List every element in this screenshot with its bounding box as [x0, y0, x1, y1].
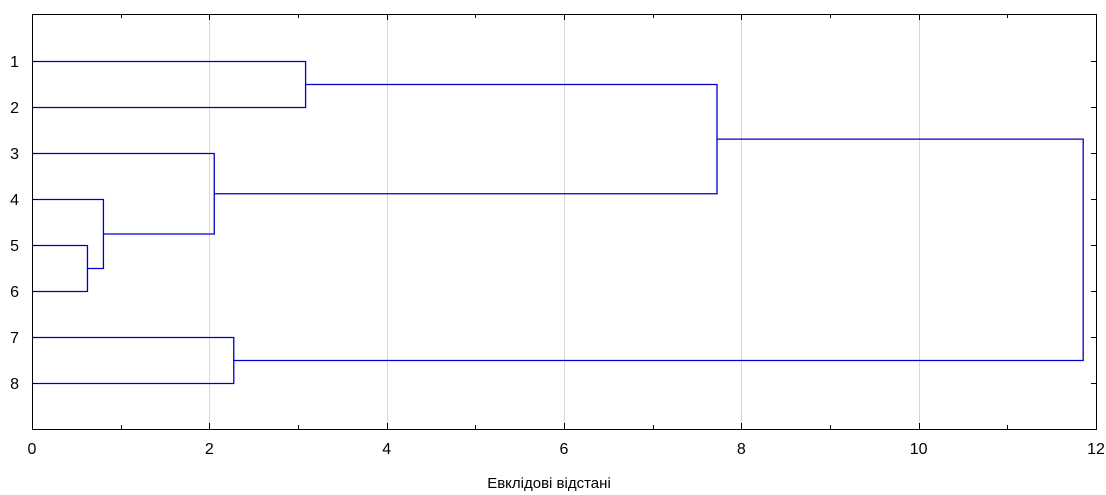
- dendrogram-link-root: [233, 138, 1084, 362]
- y-axis-ticks: 1 2 3 4 5 6 7 8: [10, 54, 1096, 393]
- x-axis-title: Евклідові відстані: [487, 475, 611, 492]
- x-tick-label-2: 2: [205, 441, 214, 458]
- dendrogram-link-c1to6: [214, 83, 718, 195]
- x-tick-label-8: 8: [737, 441, 746, 458]
- leaf-label-4: 4: [10, 192, 19, 209]
- leaf-label-3: 3: [10, 146, 19, 163]
- dendrogram-link-c456: [32, 198, 105, 270]
- dendrogram-link-c56: [32, 244, 89, 293]
- leaf-label-6: 6: [10, 284, 19, 301]
- x-tick-label-12: 12: [1087, 441, 1105, 458]
- grid-layer: [209, 14, 920, 429]
- x-tick-label-4: 4: [382, 441, 391, 458]
- dendrogram-link-c78: [32, 336, 235, 385]
- leaf-label-8: 8: [10, 376, 19, 393]
- leaf-label-2: 2: [10, 100, 19, 117]
- x-tick-label-10: 10: [910, 441, 928, 458]
- leaf-label-7: 7: [10, 330, 19, 347]
- leaf-label-1: 1: [10, 54, 19, 71]
- dendrogram-links: [32, 60, 1084, 385]
- dendrogram-link-c12: [32, 60, 307, 109]
- x-tick-label-0: 0: [28, 441, 37, 458]
- dendrogram-link-c3456: [32, 152, 215, 235]
- leaf-label-5: 5: [10, 238, 19, 255]
- x-axis-ticks: 0 2 4 6 8 10 12: [28, 14, 1105, 458]
- x-tick-label-6: 6: [560, 441, 569, 458]
